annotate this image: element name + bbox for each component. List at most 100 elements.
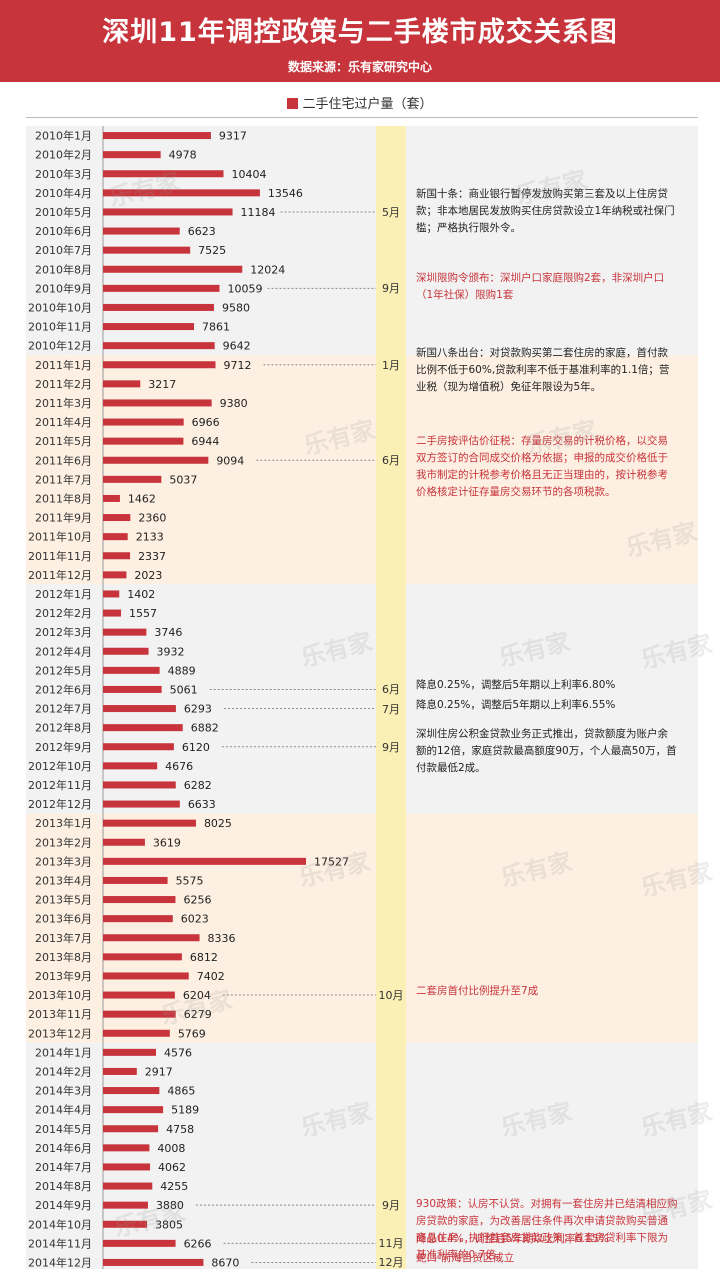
category-label: 2011年3月: [35, 396, 92, 410]
value-label: 6944: [191, 435, 219, 448]
policy-annotation: 降息0.4%，调整后5年期以上利率6.15%: [416, 1233, 609, 1245]
bar: [103, 1087, 160, 1095]
value-label: 8336: [208, 932, 236, 945]
category-label: 2013年11月: [28, 1007, 92, 1021]
annotation-month: 5月: [382, 205, 400, 219]
category-label: 2013年9月: [35, 969, 92, 983]
page-title: 深圳11年调控政策与二手楼市成交关系图: [102, 17, 618, 48]
category-label: 2011年5月: [35, 434, 92, 448]
bar: [103, 876, 168, 884]
value-label: 1402: [127, 588, 155, 601]
value-label: 9094: [216, 454, 244, 467]
category-label: 2013年6月: [35, 912, 92, 926]
bar: [103, 303, 214, 311]
category-label: 2012年4月: [35, 644, 92, 658]
value-label: 2023: [134, 569, 162, 582]
bar: [103, 456, 209, 464]
value-label: 3805: [155, 1218, 183, 1231]
category-label: 2010年10月: [28, 300, 92, 314]
data-source: 数据来源：乐有家研究中心: [287, 60, 432, 74]
category-label: 2011年7月: [35, 472, 92, 486]
bar: [103, 1029, 170, 1037]
category-label: 2014年5月: [35, 1122, 92, 1136]
value-label: 3746: [154, 626, 182, 639]
category-label: 2011年10月: [28, 530, 92, 544]
annotation-month: 6月: [382, 454, 400, 468]
bar: [103, 628, 147, 636]
bar: [103, 533, 128, 541]
bar: [103, 514, 131, 522]
category-label: 2014年10月: [28, 1217, 92, 1231]
annotation-month: 9月: [382, 1199, 400, 1213]
value-label: 6204: [183, 989, 211, 1002]
value-label: 4576: [164, 1046, 192, 1059]
annotation-month: 12月: [378, 1256, 404, 1270]
chart-legend: 二手住宅过户量（套）: [0, 93, 720, 112]
category-label: 2013年5月: [35, 893, 92, 907]
policy-annotation: 930政策：认房不认贷。对拥有一套住房并已结清相应购房贷款的家庭，为改善居住条件…: [416, 1198, 678, 1261]
bar: [103, 762, 158, 770]
bar: [103, 934, 200, 942]
bar: [103, 475, 162, 483]
value-label: 7525: [198, 244, 226, 257]
bar: [103, 437, 184, 445]
category-label: 2011年4月: [35, 415, 92, 429]
category-label: 2013年3月: [35, 854, 92, 868]
policy-annotation: 新国十条：商业银行暂停发放购买第三套及以上住房贷款；非本地居民发放购买住房贷款设…: [416, 188, 675, 234]
value-label: 5575: [176, 874, 204, 887]
value-label: 4865: [167, 1085, 195, 1098]
bar: [103, 705, 176, 713]
bar: [103, 323, 195, 331]
bar: [103, 399, 212, 407]
bar: [103, 953, 182, 961]
value-label: 4062: [158, 1161, 186, 1174]
category-label: 2014年8月: [35, 1179, 92, 1193]
value-label: 3217: [148, 378, 176, 391]
bar: [103, 1182, 153, 1190]
category-label: 2011年1月: [35, 358, 92, 372]
category-label: 2013年8月: [35, 950, 92, 964]
bar: [103, 571, 127, 579]
bar: [103, 781, 176, 789]
annotation-month: 1月: [382, 358, 400, 372]
policy-annotation: 降息0.25%，调整后5年期以上利率6.80%: [416, 679, 616, 691]
bar: [103, 1239, 176, 1247]
category-label: 2014年11月: [28, 1236, 92, 1250]
bar: [103, 380, 141, 388]
annotation-month: 11月: [378, 1237, 404, 1251]
value-label: 17527: [314, 855, 349, 868]
bar: [103, 1220, 148, 1228]
value-label: 1462: [128, 492, 156, 505]
value-label: 13546: [268, 187, 303, 200]
category-label: 2010年11月: [28, 320, 92, 334]
bar: [103, 1048, 156, 1056]
category-label: 2012年7月: [35, 702, 92, 716]
policy-annotation: 深圳住房公积金贷款业务正式推出，贷款额度为账户余额的12倍，家庭贷款最高额度90…: [416, 728, 677, 774]
value-label: 4758: [166, 1123, 194, 1136]
annotation-month: 9月: [382, 282, 400, 296]
bar: [103, 1125, 159, 1133]
value-label: 5769: [178, 1027, 206, 1040]
policy-annotation: 深圳限购令颁布：深圳户口家庭限购2套，非深圳户口（1年社保）限购1套: [416, 272, 665, 301]
header-banner: 深圳11年调控政策与二手楼市成交关系图 数据来源：乐有家研究中心: [0, 0, 720, 82]
value-label: 6023: [181, 913, 209, 926]
bar: [103, 265, 243, 273]
value-label: 4978: [169, 149, 197, 162]
bar: [103, 972, 189, 980]
bar: [103, 838, 145, 846]
category-label: 2010年4月: [35, 186, 92, 200]
category-label: 2013年10月: [28, 988, 92, 1002]
value-label: 4676: [165, 760, 193, 773]
category-label: 2012年11月: [28, 778, 92, 792]
category-label: 2011年11月: [28, 549, 92, 563]
category-label: 2013年7月: [35, 931, 92, 945]
value-label: 6120: [182, 741, 210, 754]
category-label: 2012年8月: [35, 721, 92, 735]
value-label: 4255: [160, 1180, 188, 1193]
bar: [103, 208, 233, 216]
category-label: 2014年1月: [35, 1045, 92, 1059]
value-label: 9642: [223, 340, 251, 353]
bar: [103, 724, 183, 732]
year-band: [26, 126, 698, 356]
